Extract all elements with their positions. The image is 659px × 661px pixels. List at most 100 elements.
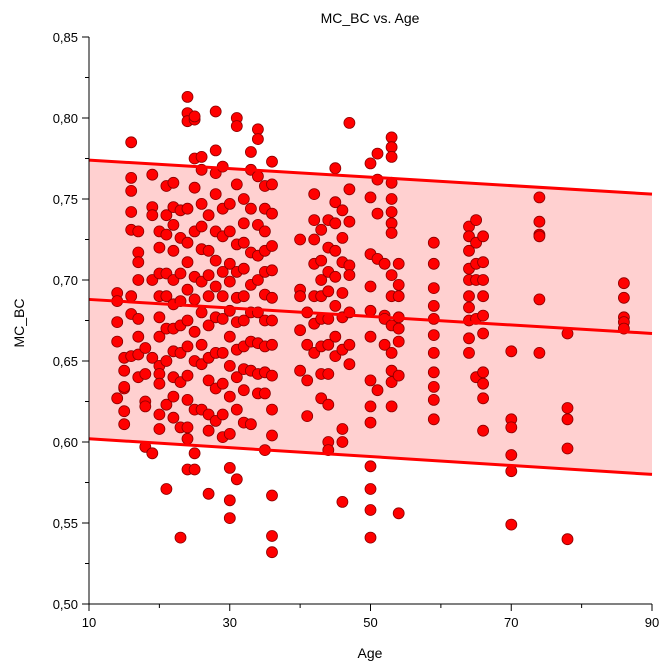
data-point <box>477 309 490 322</box>
data-point <box>477 290 490 303</box>
data-point <box>266 291 278 304</box>
data-point <box>181 91 194 103</box>
chart-title: MC_BC vs. Age <box>321 10 420 26</box>
data-point <box>258 225 271 238</box>
data-point <box>315 254 328 267</box>
data-point <box>251 170 264 183</box>
data-point <box>427 257 440 270</box>
data-point <box>266 155 278 168</box>
data-point <box>118 418 131 431</box>
data-point <box>125 290 138 303</box>
data-point <box>160 228 173 241</box>
data-point <box>153 377 166 390</box>
data-point <box>195 338 208 351</box>
data-point <box>294 233 307 246</box>
data-point <box>385 131 398 144</box>
data-point <box>195 220 208 233</box>
data-point <box>427 366 440 379</box>
data-point <box>153 241 166 254</box>
data-point <box>125 136 138 149</box>
data-point <box>202 319 215 332</box>
data-point <box>160 398 173 411</box>
data-point <box>216 265 229 278</box>
data-point <box>216 346 229 359</box>
data-point <box>174 531 187 544</box>
data-point <box>181 236 194 249</box>
data-point <box>251 274 264 286</box>
data-point <box>125 171 138 184</box>
data-point <box>146 209 159 222</box>
data-point <box>237 290 250 303</box>
data-point <box>153 423 166 435</box>
data-point <box>364 304 377 317</box>
data-point <box>188 293 201 306</box>
data-point <box>188 110 201 123</box>
data-point <box>266 338 278 351</box>
y-tick-label: 0,85 <box>53 30 78 45</box>
data-point <box>343 183 356 196</box>
data-point <box>181 283 194 296</box>
data-point <box>463 301 475 314</box>
data-point <box>336 231 349 244</box>
data-point <box>266 240 278 252</box>
data-point <box>477 274 490 286</box>
data-point <box>223 197 236 210</box>
x-tick-label: 90 <box>645 615 659 630</box>
data-point <box>237 314 250 327</box>
lower-band-line <box>88 437 653 476</box>
data-point <box>505 345 518 358</box>
data-point <box>132 274 145 286</box>
data-point <box>132 256 145 269</box>
data-point <box>266 429 278 442</box>
data-point <box>237 384 250 397</box>
data-point <box>371 207 384 220</box>
data-point <box>266 314 278 327</box>
data-point <box>181 393 194 406</box>
y-tick-label: 0,55 <box>53 516 78 531</box>
data-point <box>427 236 440 249</box>
data-point <box>364 400 377 413</box>
data-point <box>230 178 243 191</box>
data-point <box>315 223 328 236</box>
data-point <box>146 351 159 364</box>
y-tick-label: 0,50 <box>53 597 78 612</box>
data-point <box>223 225 236 238</box>
data-point <box>202 424 215 437</box>
data-point <box>364 460 377 473</box>
data-point <box>427 413 440 426</box>
y-tick-label: 0,70 <box>53 273 78 288</box>
data-point <box>118 364 131 377</box>
data-point <box>244 418 257 431</box>
data-point <box>139 400 152 413</box>
data-point <box>505 449 518 461</box>
data-point <box>322 338 335 351</box>
data-point <box>153 408 166 421</box>
data-point <box>181 256 194 269</box>
y-tick-label: 0,60 <box>53 435 78 450</box>
data-point <box>181 421 194 434</box>
data-point <box>181 314 194 327</box>
data-point <box>385 269 398 282</box>
data-point <box>132 225 145 238</box>
data-point <box>322 398 335 411</box>
data-point <box>266 546 278 559</box>
data-point <box>392 257 405 270</box>
data-point <box>230 371 243 384</box>
y-tick-label: 0,65 <box>53 354 78 369</box>
data-point <box>251 123 264 136</box>
data-points <box>111 91 630 559</box>
data-point <box>371 147 384 160</box>
data-point <box>294 324 307 337</box>
data-point <box>385 150 398 163</box>
data-point <box>266 530 278 542</box>
data-point <box>188 181 201 194</box>
data-point <box>118 405 131 418</box>
data-point <box>343 117 356 129</box>
data-point <box>209 188 222 201</box>
data-point <box>463 332 475 345</box>
data-point <box>139 368 152 380</box>
data-point <box>195 150 208 163</box>
data-point <box>392 290 405 303</box>
data-point <box>223 512 236 524</box>
